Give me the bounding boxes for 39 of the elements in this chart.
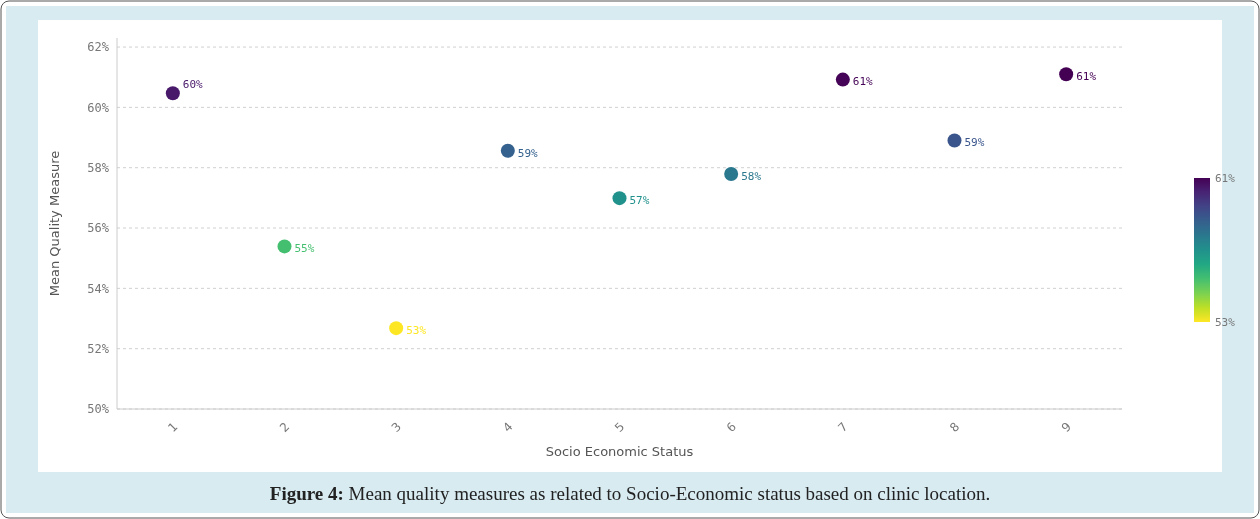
- x-tick-label: 4: [500, 419, 516, 435]
- point: [500, 143, 515, 158]
- y-tick-label: 58%: [87, 160, 110, 175]
- data-label: 57%: [629, 194, 650, 208]
- y-tick-label: 62%: [87, 40, 110, 55]
- data-label: 59%: [517, 146, 539, 160]
- color-bar-label: 53%: [1215, 315, 1236, 329]
- color-bar-label: 61%: [1215, 171, 1236, 185]
- y-tick-label: 50%: [87, 402, 110, 417]
- point: [835, 72, 850, 87]
- point: [612, 191, 627, 206]
- data-label: 55%: [294, 242, 315, 256]
- x-tick-label: 8: [946, 419, 963, 435]
- data-label: 53%: [406, 324, 427, 338]
- x-tick-label: 9: [1058, 419, 1074, 435]
- point: [724, 167, 739, 182]
- y-tick-label: 52%: [87, 341, 110, 356]
- x-axis-title: Socio Economic Status: [545, 444, 694, 459]
- point: [1059, 67, 1074, 82]
- x-tick-label: 1: [165, 419, 181, 435]
- data-label: 61%: [852, 75, 874, 89]
- y-axis-title: Mean Quality Measure: [47, 150, 62, 297]
- point: [389, 321, 404, 336]
- point: [277, 239, 292, 254]
- data-label: 59%: [964, 136, 985, 150]
- y-tick-label: 54%: [87, 281, 110, 296]
- x-tick-label: 3: [388, 419, 404, 435]
- x-tick-label: 6: [723, 419, 739, 435]
- y-tick-label: 60%: [87, 100, 110, 115]
- data-label: 58%: [741, 169, 762, 183]
- data-label: 61%: [1076, 70, 1097, 84]
- point: [165, 86, 180, 101]
- caption: Figure 4: Mean quality measures as related to Socio-Economic status based on clinic location.: [269, 483, 991, 504]
- y-tick-label: 56%: [87, 221, 110, 236]
- x-tick-label: 5: [611, 419, 628, 435]
- x-tick-label: 2: [276, 419, 293, 435]
- data-label: 60%: [182, 78, 204, 92]
- x-tick-label: 7: [835, 419, 851, 435]
- point: [947, 133, 962, 148]
